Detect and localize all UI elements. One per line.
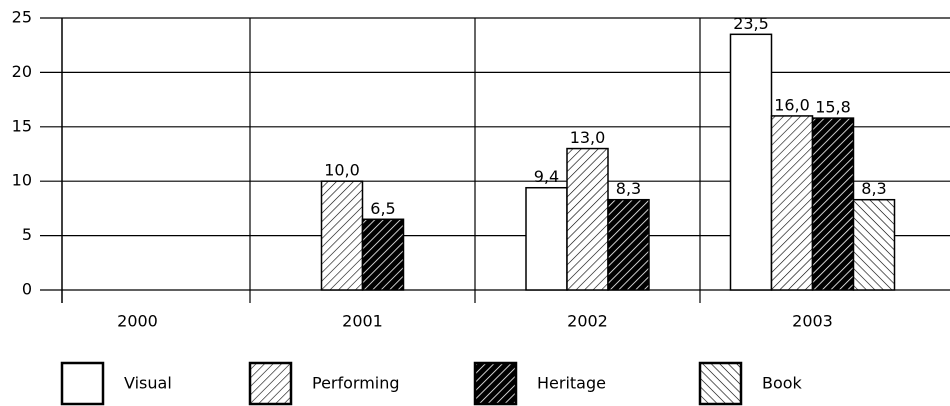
data-label: 9,4	[534, 167, 559, 186]
bar	[607, 198, 650, 291]
bar	[566, 147, 609, 291]
y-tick-label: 20	[12, 62, 32, 81]
y-tick-label: 5	[22, 225, 32, 244]
legend-label: Visual	[124, 374, 172, 393]
x-tick-label: 2002	[567, 312, 608, 331]
x-tick-label: 2000	[117, 312, 158, 331]
legend-swatch	[60, 361, 105, 406]
bar	[811, 117, 855, 291]
data-label: 6,5	[370, 199, 395, 218]
y-tick-label: 15	[12, 116, 32, 135]
data-label: 15,8	[815, 98, 851, 117]
y-tick-label: 25	[12, 8, 32, 27]
legend-swatch	[248, 361, 293, 406]
data-label: 8,3	[861, 179, 886, 198]
bar	[361, 218, 405, 291]
data-label: 16,0	[774, 95, 810, 114]
y-tick-label: 0	[22, 280, 32, 299]
x-tick-label: 2001	[342, 312, 383, 331]
legend-label: Performing	[312, 374, 400, 393]
legend-label: Book	[762, 374, 803, 393]
bar	[770, 115, 814, 291]
x-tick-label: 2003	[792, 312, 833, 331]
bar	[852, 198, 896, 291]
bar	[525, 186, 568, 291]
data-label: 13,0	[570, 128, 606, 147]
data-label: 8,3	[616, 179, 641, 198]
bar	[729, 33, 773, 291]
bar	[320, 180, 364, 291]
legend-swatch	[698, 361, 743, 406]
legend-label: Heritage	[537, 374, 606, 393]
data-label: 10,0	[324, 161, 360, 180]
legend-swatch	[473, 361, 518, 406]
y-tick-label: 10	[12, 171, 32, 190]
data-label: 23,5	[733, 14, 769, 33]
